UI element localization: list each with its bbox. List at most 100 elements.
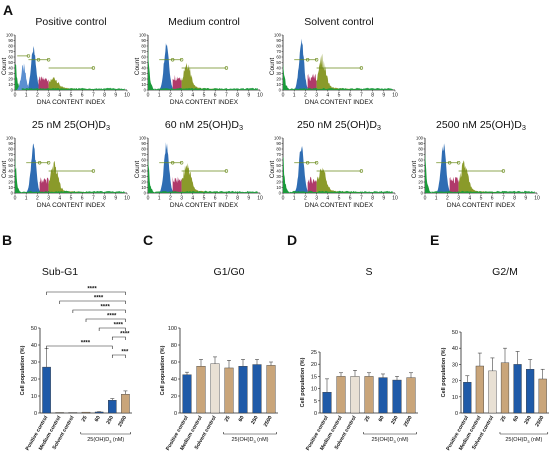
y-tick-label: 90 xyxy=(276,38,281,43)
y-tick-label: 60 xyxy=(418,158,423,163)
gate-marker xyxy=(46,161,51,165)
histogram-title: 25 nM 25(OH)D3 xyxy=(32,119,110,132)
x-tick-label: 4 xyxy=(326,93,329,99)
x-tick-label: 3 xyxy=(47,93,50,99)
y-tick-label: 0 xyxy=(314,411,317,417)
x-tick-label: 25 xyxy=(224,415,232,423)
y-tick-label: 100 xyxy=(6,136,14,141)
x-tick-label: 5 xyxy=(203,196,206,202)
y-tick-label: 70 xyxy=(276,49,281,54)
y-tick-label: 90 xyxy=(8,141,13,146)
bar-chart-title: S xyxy=(365,266,372,278)
y-tick-label: 20 xyxy=(8,180,13,185)
y-tick-label: 25 xyxy=(311,350,317,356)
bar xyxy=(94,411,104,414)
baseline-noise xyxy=(21,190,125,193)
y-tick-label: 80 xyxy=(418,147,423,152)
x-tick-label: 2500 xyxy=(534,415,545,428)
y-tick-label: 60 xyxy=(141,55,146,60)
debris-area xyxy=(283,157,290,193)
region-s-area xyxy=(307,73,317,90)
y-tick-label: 40 xyxy=(171,377,177,383)
x-tick-label: 2 xyxy=(169,196,172,202)
gate-marker xyxy=(46,58,51,62)
x-tick-label: 250 xyxy=(105,415,115,426)
x-tick-label: 0 xyxy=(424,196,427,202)
bracket-label: 25(OH)D3 (nM) xyxy=(505,437,542,444)
debris-area xyxy=(425,152,432,193)
gate-marker xyxy=(91,66,96,70)
x-tick-label: 4 xyxy=(468,196,471,202)
x-axis-title: DNA CONTENT INDEX xyxy=(305,99,374,106)
region-g1-area xyxy=(159,142,173,193)
y-tick-label: 0 xyxy=(174,411,177,417)
x-tick-label: 6 xyxy=(349,196,352,202)
region-s-area xyxy=(172,74,182,90)
y-tick-label: 30 xyxy=(452,362,458,368)
gate-marker xyxy=(224,169,229,173)
debris-area xyxy=(15,154,22,193)
bar xyxy=(238,366,248,414)
y-tick-label: 30 xyxy=(276,71,281,76)
y-tick-label: 50 xyxy=(276,163,281,168)
y-tick-label: 80 xyxy=(276,44,281,49)
region-g1-area xyxy=(436,143,450,193)
x-tick-label: 4 xyxy=(326,196,329,202)
bracket-label: 25(OH)D3 (nM) xyxy=(372,437,409,444)
y-tick-label: 30 xyxy=(8,71,13,76)
region-s-area xyxy=(172,176,182,193)
x-tick-label: 5 xyxy=(70,93,73,99)
y-axis-title: Count xyxy=(269,161,276,179)
x-tick-label: 6 xyxy=(214,196,217,202)
significance-label: *** xyxy=(121,350,129,356)
y-tick-label: 80 xyxy=(276,147,281,152)
y-tick-label: 20 xyxy=(276,77,281,82)
x-tick-label: 7 xyxy=(360,196,363,202)
significance-label: **** xyxy=(107,314,117,320)
y-tick-label: 80 xyxy=(8,147,13,152)
histogram-title: Positive control xyxy=(35,16,106,28)
x-tick-label: 7 xyxy=(502,196,505,202)
y-tick-label: 50 xyxy=(276,60,281,65)
y-tick-label: 0 xyxy=(455,411,458,417)
bar xyxy=(182,374,192,414)
x-axis-title: DNA CONTENT INDEX xyxy=(37,99,106,106)
gate-marker xyxy=(91,169,96,173)
x-tick-label: 6 xyxy=(81,93,84,99)
x-tick-label: 9 xyxy=(524,196,527,202)
region-s-area xyxy=(307,176,317,193)
panel-label-b: B xyxy=(2,232,12,248)
debris-area xyxy=(283,63,290,90)
bar xyxy=(210,363,220,414)
bar xyxy=(475,365,484,414)
x-tick-label: 0 xyxy=(147,196,150,202)
x-tick-label: 1 xyxy=(25,93,28,99)
significance-bracket xyxy=(46,345,113,349)
y-tick-label: 60 xyxy=(276,55,281,60)
bar xyxy=(266,365,276,414)
x-tick-label: 4 xyxy=(191,93,194,99)
x-tick-label: 7 xyxy=(225,93,228,99)
y-tick-label: 100 xyxy=(274,136,282,141)
significance-bracket xyxy=(46,291,126,295)
x-tick-label: 8 xyxy=(513,196,516,202)
bracket-label: 25(OH)D3 (nM) xyxy=(87,437,124,444)
x-tick-label: 9 xyxy=(114,93,117,99)
y-tick-label: 80 xyxy=(141,44,146,49)
significance-label: **** xyxy=(81,341,91,347)
bar xyxy=(500,362,510,414)
significance-bracket xyxy=(72,309,126,313)
y-tick-label: 20 xyxy=(452,379,458,385)
region-g1-area xyxy=(294,145,308,193)
region-s-area xyxy=(39,177,49,193)
y-tick-label: 70 xyxy=(141,152,146,157)
y-tick-label: 10 xyxy=(8,82,13,87)
region-g2m-area xyxy=(48,160,94,193)
region-s-area xyxy=(449,176,459,193)
bar xyxy=(336,376,346,414)
x-tick-label: 4 xyxy=(58,196,61,202)
baseline-noise xyxy=(154,87,258,90)
x-tick-label: 2500 xyxy=(403,415,414,428)
